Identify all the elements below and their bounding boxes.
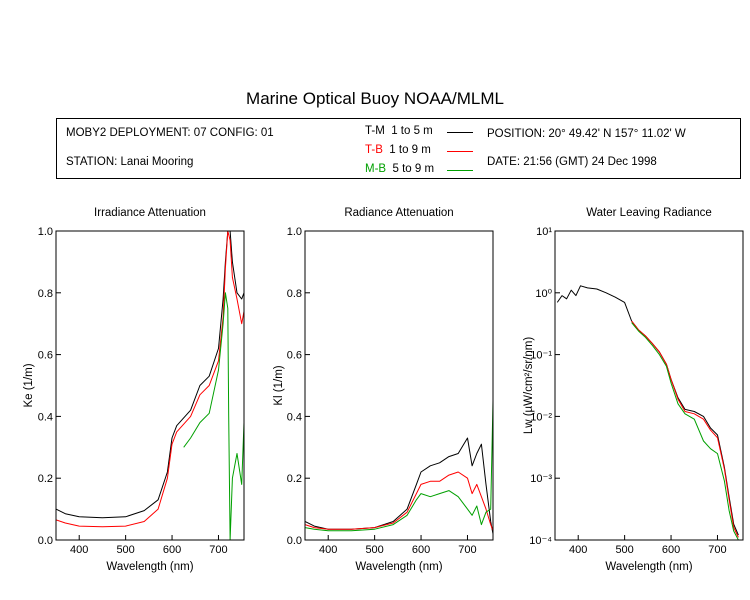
plot-frame <box>304 230 494 541</box>
y-tick-label: 10⁻¹ <box>530 350 552 362</box>
legend-code: T-B <box>365 144 383 156</box>
water-leaving-chart: Water Leaving Radiance 400 500 600 700 10⁻⁴ 10… <box>523 207 744 573</box>
x-tick-label: 700 <box>209 544 227 556</box>
y-axis-label: Lw (µW/cm²/sr/nm) <box>523 337 535 435</box>
y-tick-label: 0.4 <box>287 411 302 423</box>
legend-range: 5 to 9 m <box>392 163 435 175</box>
y-axis-label: Ke (1/m) <box>23 363 35 407</box>
radiance-chart: Radiance Attenuation 400 500 600 700 0.0 0.2 0.… <box>273 207 494 573</box>
series-line-t-m <box>556 285 739 536</box>
y-tick-label: 0.2 <box>38 473 53 485</box>
legend-line-tb <box>447 151 473 152</box>
y-tick-label: 0.6 <box>287 350 302 362</box>
series-line-m-b <box>305 400 493 532</box>
y-tick-label: 0.8 <box>287 288 302 300</box>
chart-title: Irradiance Attenuation <box>94 207 206 219</box>
series-line-t-b <box>631 320 739 538</box>
y-tick-label: 0.0 <box>38 535 53 547</box>
y-tick-label: 0.0 <box>287 535 302 547</box>
main-title: Marine Optical Buoy NOAA/MLML <box>246 89 504 108</box>
x-tick-label: 400 <box>569 544 587 556</box>
series-line-m-b <box>183 292 244 540</box>
irradiance-chart: Irradiance Attenuation 400 500 600 700 0.0 0.2… <box>23 207 245 573</box>
series-line-t-b <box>56 231 244 528</box>
series-line-t-m <box>56 231 244 519</box>
x-tick-label: 700 <box>708 544 726 556</box>
x-tick-label: 500 <box>116 544 134 556</box>
legend-entry-mb: M-B 5 to 9 m <box>365 163 434 175</box>
legend-entry-tb: T-B 1 to 9 m <box>365 144 431 156</box>
y-tick-label: 0.4 <box>38 411 53 423</box>
legend-entry-tm: T-M 1 to 5 m <box>365 125 433 137</box>
plot-frame <box>55 230 245 541</box>
y-axis-label: Kl (1/m) <box>273 365 285 405</box>
series-line-t-m <box>305 437 493 534</box>
x-tick-label: 500 <box>365 544 383 556</box>
legend-code: M-B <box>365 163 387 175</box>
x-tick-label: 400 <box>319 544 337 556</box>
position-text: POSITION: 20° 49.42' N 157° 11.02' W <box>487 128 686 140</box>
legend-range: 1 to 9 m <box>389 144 431 156</box>
info-box: MOBY2 DEPLOYMENT: 07 CONFIG: 01 STATION:… <box>56 118 741 179</box>
y-tick-label: 0.6 <box>38 350 53 362</box>
y-tick-label: 10⁻² <box>530 411 552 423</box>
x-tick-label: 500 <box>615 544 633 556</box>
series-line-t-b <box>305 471 493 531</box>
y-tick-label: 10¹ <box>536 226 552 238</box>
legend-code: T-M <box>365 125 385 137</box>
legend-line-tm <box>447 132 473 133</box>
x-axis-label: Wavelength (nm) <box>106 561 193 573</box>
chart-title: Water Leaving Radiance <box>586 207 712 219</box>
legend-range: 1 to 5 m <box>391 125 433 137</box>
series-line-m-b <box>631 322 739 540</box>
x-tick-label: 600 <box>662 544 680 556</box>
plot-frame <box>554 230 744 541</box>
chart-title: Radiance Attenuation <box>344 207 453 219</box>
y-tick-label: 1.0 <box>38 226 53 238</box>
station-text: STATION: Lanai Mooring <box>66 156 194 168</box>
date-text: DATE: 21:56 (GMT) 24 Dec 1998 <box>487 156 657 168</box>
x-axis-label: Wavelength (nm) <box>355 561 442 573</box>
y-tick-label: 1.0 <box>287 226 302 238</box>
y-tick-label: 10⁻³ <box>530 473 552 485</box>
legend-line-mb <box>447 170 473 171</box>
x-tick-label: 700 <box>458 544 476 556</box>
x-axis-label: Wavelength (nm) <box>605 561 692 573</box>
y-tick-label: 0.2 <box>287 473 302 485</box>
x-tick-label: 600 <box>163 544 181 556</box>
x-tick-label: 600 <box>412 544 430 556</box>
y-tick-label: 0.8 <box>38 288 53 300</box>
deployment-text: MOBY2 DEPLOYMENT: 07 CONFIG: 01 <box>66 127 274 139</box>
x-tick-label: 400 <box>70 544 88 556</box>
y-tick-label: 10⁻⁴ <box>529 535 552 547</box>
y-tick-label: 10⁰ <box>535 288 552 300</box>
